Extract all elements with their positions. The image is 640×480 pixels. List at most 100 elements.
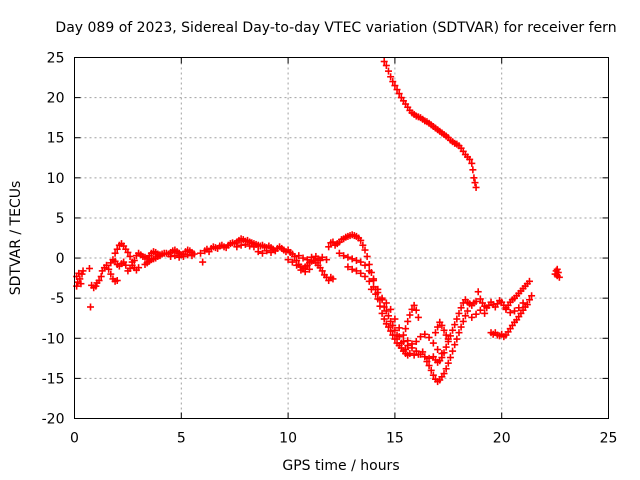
data-point <box>387 327 395 335</box>
data-point <box>301 268 309 276</box>
data-point <box>305 265 313 273</box>
data-point <box>408 305 416 313</box>
data-point <box>469 166 477 174</box>
data-point <box>314 255 322 263</box>
x-tick-label: 20 <box>493 431 511 447</box>
data-point <box>399 331 407 339</box>
data-point <box>372 290 380 298</box>
data-point <box>404 317 412 325</box>
data-point <box>412 306 420 314</box>
data-point <box>429 371 437 379</box>
data-point <box>75 269 83 277</box>
data-point <box>429 339 437 347</box>
data-point <box>384 312 392 320</box>
data-point <box>135 264 143 272</box>
data-point <box>434 346 442 354</box>
data-point <box>363 252 371 260</box>
y-tick-label: 20 <box>47 91 65 107</box>
y-tick-label: -15 <box>42 371 65 387</box>
data-point <box>111 249 119 257</box>
data-point <box>408 340 416 348</box>
data-point <box>361 273 369 281</box>
data-point <box>308 253 316 261</box>
data-point <box>402 325 410 333</box>
data-point <box>453 335 461 343</box>
data-point <box>359 241 367 249</box>
data-point <box>297 266 305 274</box>
data-point <box>303 256 311 264</box>
data-point <box>197 249 205 257</box>
data-point <box>184 251 192 259</box>
data-point <box>380 315 388 323</box>
data-point <box>425 333 433 341</box>
data-point <box>97 273 105 281</box>
data-point <box>237 241 245 249</box>
data-point <box>78 270 86 278</box>
data-point <box>476 295 484 303</box>
data-point <box>325 243 333 251</box>
data-point <box>406 311 414 319</box>
data-point <box>391 315 399 323</box>
x-axis-label: GPS time / hours <box>282 458 399 474</box>
data-point <box>323 256 331 264</box>
data-point <box>293 261 301 269</box>
data-point <box>417 333 425 341</box>
data-point <box>391 335 399 343</box>
data-point <box>554 268 562 276</box>
data-point <box>476 306 484 314</box>
data-point <box>525 296 533 304</box>
data-point <box>506 309 514 317</box>
data-point <box>241 240 249 248</box>
data-point <box>382 307 390 315</box>
data-point <box>263 247 271 255</box>
data-point <box>299 254 307 262</box>
data-point <box>449 347 457 355</box>
data-point <box>519 299 527 307</box>
data-point <box>455 329 463 337</box>
data-point <box>461 312 469 320</box>
data-point <box>523 301 531 309</box>
data-point <box>103 261 111 269</box>
data-point <box>406 350 414 358</box>
y-tick-label: 0 <box>56 251 65 267</box>
grid-lines <box>74 57 609 419</box>
data-point <box>348 265 356 273</box>
data-point <box>361 246 369 254</box>
data-point <box>414 350 422 358</box>
data-point <box>464 307 472 315</box>
data-point <box>500 301 508 309</box>
data-point <box>76 275 84 283</box>
data-point <box>444 335 452 343</box>
data-point <box>470 174 478 182</box>
data-point <box>384 323 392 331</box>
data-point <box>365 260 373 268</box>
data-point <box>451 321 459 329</box>
data-point <box>124 248 132 256</box>
data-point <box>451 341 459 349</box>
data-point <box>423 358 431 366</box>
data-point <box>344 263 352 271</box>
data-point <box>442 365 450 373</box>
data-point <box>357 269 365 277</box>
data-point <box>442 331 450 339</box>
data-point <box>472 183 480 191</box>
y-tick-label: -5 <box>51 291 65 307</box>
data-point <box>288 258 296 266</box>
data-point <box>199 258 207 266</box>
data-point <box>384 67 392 75</box>
plot-frame <box>74 57 609 419</box>
data-point <box>361 261 369 269</box>
y-tick-label: -10 <box>42 331 65 347</box>
data-point <box>393 331 401 339</box>
data-point <box>389 78 397 86</box>
data-point <box>395 324 403 332</box>
data-point <box>440 370 448 378</box>
x-tick-label: 15 <box>386 431 404 447</box>
data-point <box>352 256 360 264</box>
data-point <box>126 252 134 260</box>
data-point <box>378 309 386 317</box>
data-point <box>318 267 326 275</box>
data-point <box>553 265 561 273</box>
data-point <box>357 236 365 244</box>
